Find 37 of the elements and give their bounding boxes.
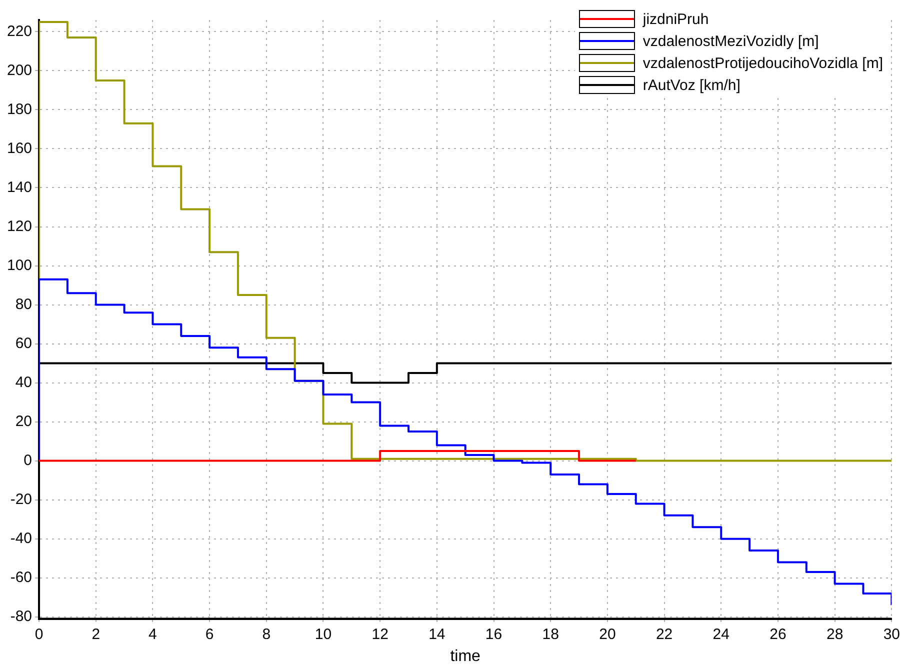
x-tick-label: 4 xyxy=(148,626,157,643)
legend-label: jizdniPruh xyxy=(642,10,709,28)
y-tick-label: 220 xyxy=(6,22,32,40)
x-tick-label: 24 xyxy=(712,626,730,643)
x-tick-label: 30 xyxy=(883,626,900,643)
x-tick-label: 12 xyxy=(372,626,388,643)
x-tick-label: 10 xyxy=(314,626,332,643)
legend-label: vzdalenostMeziVozidly [m] xyxy=(642,32,819,50)
x-tick-label: 6 xyxy=(205,626,214,643)
y-tick-label: 40 xyxy=(15,374,32,391)
x-tick-label: 22 xyxy=(656,626,673,643)
x-tick-label: 8 xyxy=(262,626,271,643)
y-tick-label: 60 xyxy=(15,334,32,352)
legend-label: vzdalenostProtijedoucihoVozidla [m] xyxy=(642,54,883,72)
y-tick-label: -80 xyxy=(10,608,32,625)
y-tick-label: -20 xyxy=(10,490,32,508)
x-axis-title: time xyxy=(450,648,481,665)
y-tick-label: 0 xyxy=(24,452,32,469)
x-tick-label: 0 xyxy=(34,626,44,643)
y-tick-label: 80 xyxy=(15,296,32,313)
x-tick-label: 14 xyxy=(428,626,446,643)
y-tick-label: 160 xyxy=(6,140,32,157)
y-tick-label: 140 xyxy=(6,178,32,196)
y-tick-label: 20 xyxy=(15,412,32,430)
legend-label: rAutVoz [km/h] xyxy=(642,76,740,94)
y-tick-label: -60 xyxy=(10,568,32,586)
y-tick-label: 120 xyxy=(6,218,32,235)
x-tick-label: 18 xyxy=(542,626,559,643)
x-tick-label: 16 xyxy=(485,626,502,643)
x-tick-label: 2 xyxy=(92,626,100,643)
x-tick-label: 28 xyxy=(826,626,844,643)
x-tick-label: 20 xyxy=(599,626,616,643)
y-tick-label: 180 xyxy=(6,100,32,118)
y-tick-label: 200 xyxy=(6,62,32,79)
x-tick-label: 26 xyxy=(770,626,786,643)
y-tick-label: 100 xyxy=(6,256,32,274)
y-tick-label: -40 xyxy=(10,530,32,547)
